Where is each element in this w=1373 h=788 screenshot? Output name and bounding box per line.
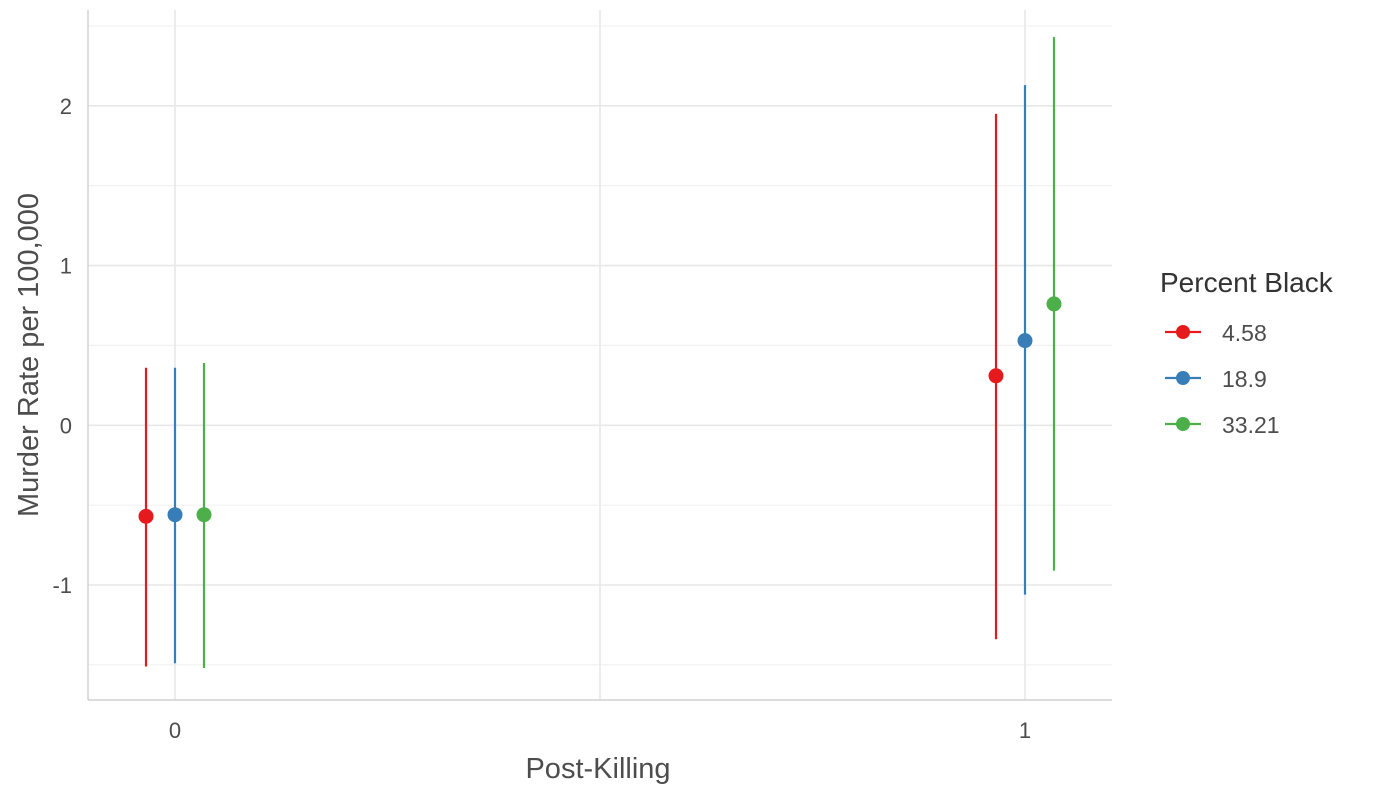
legend-label: 18.9 bbox=[1222, 366, 1267, 392]
grid bbox=[88, 10, 1112, 700]
legend: Percent Black 4.58 18.9 33.21 bbox=[1160, 267, 1334, 438]
data-point bbox=[138, 508, 154, 524]
legend-label: 33.21 bbox=[1222, 412, 1280, 438]
y-axis-title: Murder Rate per 100,000 bbox=[13, 193, 45, 517]
data-point bbox=[167, 507, 183, 523]
x-axis-title: Post-Killing bbox=[525, 753, 670, 785]
data-point bbox=[988, 368, 1004, 384]
data-point bbox=[1046, 296, 1062, 312]
y-axis-ticks: -1 0 1 2 bbox=[52, 94, 72, 598]
legend-key-point bbox=[1176, 371, 1190, 385]
data-point bbox=[196, 507, 212, 523]
y-tick-label: 2 bbox=[60, 94, 72, 119]
y-tick-label: 0 bbox=[60, 413, 72, 438]
legend-key-point bbox=[1176, 325, 1190, 339]
legend-label: 4.58 bbox=[1222, 320, 1267, 346]
y-tick-label: -1 bbox=[52, 573, 72, 598]
data-point bbox=[1017, 333, 1033, 349]
x-tick-label: 1 bbox=[1019, 718, 1031, 743]
legend-items: 4.58 18.9 33.21 bbox=[1165, 320, 1280, 438]
x-tick-label: 0 bbox=[169, 718, 181, 743]
plot-marks bbox=[138, 37, 1062, 669]
legend-title: Percent Black bbox=[1160, 267, 1334, 298]
y-tick-label: 1 bbox=[60, 254, 72, 279]
legend-key-point bbox=[1176, 417, 1190, 431]
